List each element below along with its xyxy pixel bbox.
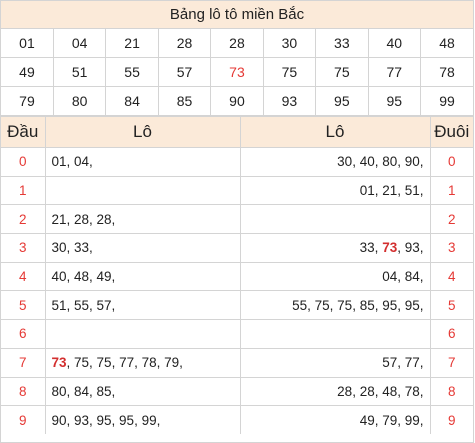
duoi-cell: 2: [429, 204, 473, 235]
lo-right-cell: 30, 40, 80, 90,: [239, 147, 431, 177]
dau-cell: 7: [1, 347, 46, 378]
number-cell: 75: [315, 57, 369, 87]
dau-cell: 5: [1, 290, 46, 321]
number-grid-row: 79 80 84 85 90 93 95 95 99: [1, 86, 473, 116]
loto-row: 7 73, 75, 75, 77, 78, 79, 57, 77, 7: [1, 347, 473, 378]
lo-right-cell: 55, 75, 75, 85, 95, 95,: [239, 290, 431, 321]
number-cell: 75: [262, 57, 317, 87]
header-lo-right: Lô: [239, 116, 431, 148]
number-cell: 95: [367, 86, 422, 116]
lo-left-cell: [44, 319, 241, 349]
loto-row: 5 51, 55, 57, 55, 75, 75, 85, 95, 95, 5: [1, 290, 473, 321]
duoi-cell: 0: [429, 147, 473, 177]
number-cell: 28: [157, 29, 212, 58]
number-grid-row: 49 51 55 57 73 75 75 77 78: [1, 57, 473, 87]
highlight-number: 73: [382, 240, 398, 256]
number-grid-row: 01 04 21 28 28 30 33 40 48: [1, 29, 473, 58]
duoi-cell: 6: [429, 319, 473, 349]
lo-right-cell: [239, 319, 431, 349]
lo-left-cell: 30, 33,: [44, 233, 241, 263]
lo-left-cell: 90, 93, 95, 95, 99,: [44, 405, 241, 434]
lo-left-cell: 40, 48, 49,: [44, 261, 241, 292]
lo-right-cell: [239, 204, 431, 235]
dau-cell: 1: [1, 175, 46, 206]
duoi-cell: 3: [429, 233, 473, 263]
number-cell: 78: [420, 57, 473, 87]
header-duoi: Đuôi: [429, 116, 473, 148]
duoi-cell: 5: [429, 290, 473, 321]
loto-row: 1 01, 21, 51, 1: [1, 175, 473, 206]
number-cell: 85: [157, 86, 212, 116]
number-cell: 99: [420, 86, 473, 116]
number-cell: 01: [1, 29, 54, 58]
number-cell: 84: [105, 86, 159, 116]
number-cell: 90: [210, 86, 264, 116]
number-cell: 21: [105, 29, 159, 58]
number-cell: 77: [367, 57, 422, 87]
lo-left-cell: 51, 55, 57,: [44, 290, 241, 321]
lo-right-cell: 28, 28, 48, 78,: [239, 376, 431, 407]
loto-header-row: Đầu Lô Lô Đuôi: [1, 116, 473, 148]
dau-cell: 3: [1, 233, 46, 263]
duoi-cell: 9: [429, 405, 473, 434]
dau-cell: 0: [1, 147, 46, 177]
loto-row: 3 30, 33, 33, 73, 93, 3: [1, 233, 473, 263]
loto-table: Đầu Lô Lô Đuôi 0 01, 04, 30, 40, 80, 90, 0 1…: [1, 116, 473, 434]
header-lo-left: Lô: [44, 116, 241, 148]
number-cell: 55: [105, 57, 159, 87]
lo-left-cell: [44, 175, 241, 206]
lo-left-cell: 80, 84, 85,: [44, 376, 241, 407]
lo-right-cell: 57, 77,: [239, 347, 431, 378]
loto-row: 9 90, 93, 95, 95, 99, 49, 79, 99, 9: [1, 405, 473, 434]
lo-left-cell: 21, 28, 28,: [44, 204, 241, 235]
lo-right-cell: 04, 84,: [239, 261, 431, 292]
number-cell: 33: [315, 29, 369, 58]
number-cell: 93: [262, 86, 317, 116]
dau-cell: 9: [1, 405, 46, 434]
dau-cell: 8: [1, 376, 46, 407]
duoi-cell: 8: [429, 376, 473, 407]
number-cell: 57: [157, 57, 212, 87]
lo-left-cell: 01, 04,: [44, 147, 241, 177]
number-grid: 01 04 21 28 28 30 33 40 48 49 51 55 57 73 75 75 77 78 79 80…: [1, 29, 473, 116]
loto-row: 0 01, 04, 30, 40, 80, 90, 0: [1, 147, 473, 177]
number-cell: 79: [1, 86, 54, 116]
number-cell: 95: [315, 86, 369, 116]
header-dau: Đầu: [1, 116, 46, 148]
number-cell: 48: [420, 29, 473, 58]
loto-row: 2 21, 28, 28, 2: [1, 204, 473, 235]
dau-cell: 4: [1, 261, 46, 292]
number-cell: 30: [262, 29, 317, 58]
lo-right-cell: 01, 21, 51,: [239, 175, 431, 206]
number-cell: 49: [1, 57, 54, 87]
duoi-cell: 1: [429, 175, 473, 206]
number-cell: 28: [210, 29, 264, 58]
highlight-number: 73: [51, 355, 67, 371]
lo-left-cell: 73, 75, 75, 77, 78, 79,: [44, 347, 241, 378]
loto-row: 8 80, 84, 85, 28, 28, 48, 78, 8: [1, 376, 473, 407]
number-cell: 04: [52, 29, 107, 58]
dau-cell: 6: [1, 319, 46, 349]
board-title: Bảng lô tô miền Bắc: [1, 1, 473, 29]
lo-right-cell: 33, 73, 93,: [239, 233, 431, 263]
lo-right-cell: 49, 79, 99,: [239, 405, 431, 434]
number-cell: 80: [52, 86, 107, 116]
number-cell: 51: [52, 57, 107, 87]
dau-cell: 2: [1, 204, 46, 235]
duoi-cell: 7: [429, 347, 473, 378]
duoi-cell: 4: [429, 261, 473, 292]
loto-row: 4 40, 48, 49, 04, 84, 4: [1, 261, 473, 292]
number-cell: 73: [210, 57, 264, 87]
number-cell: 40: [367, 29, 422, 58]
